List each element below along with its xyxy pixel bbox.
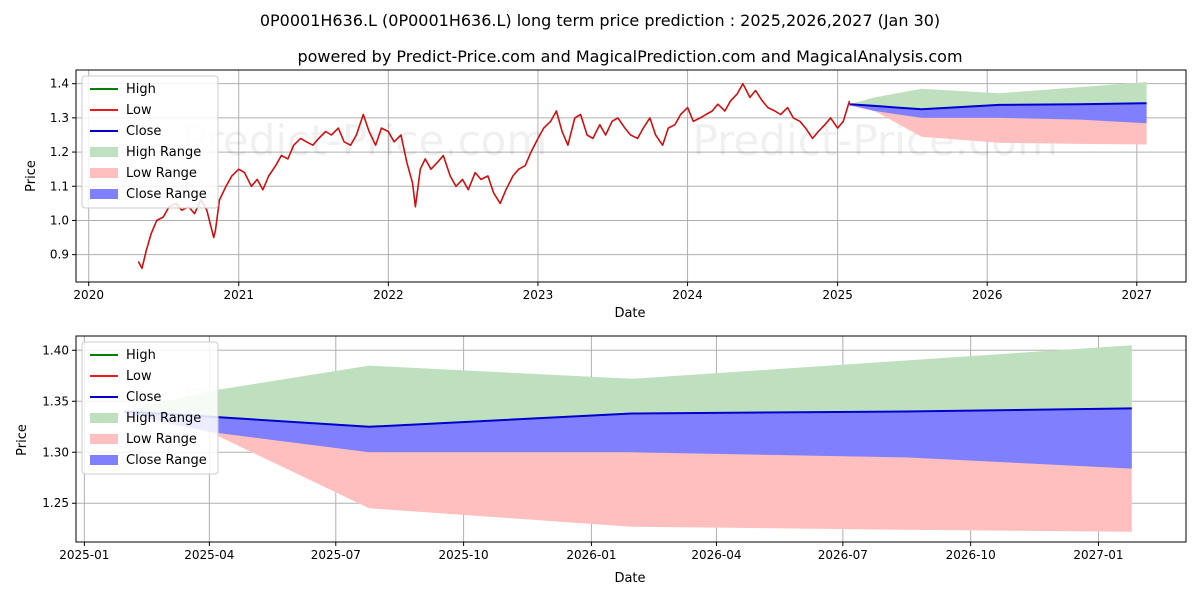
close-range-area <box>849 103 1147 124</box>
legend-high-label: High <box>126 82 156 97</box>
y-tick-label: 1.4 <box>50 77 69 91</box>
y-tick-label: 1.2 <box>50 145 69 159</box>
legend-close-range-label: Close Range <box>126 187 207 202</box>
forecast-plot-frame <box>75 335 1187 543</box>
x-tick-label: 2026-01 <box>566 548 616 562</box>
legend-high-range-label: High Range <box>126 145 201 160</box>
x-tick-label: 2025-04 <box>184 548 234 562</box>
x-tick-label: 2021 <box>223 288 254 302</box>
legend-low-label: Low <box>126 369 152 384</box>
chart-title: 0P0001H636.L (0P0001H636.L) long term pr… <box>260 11 940 30</box>
legend-close-label: Close <box>126 390 161 405</box>
y-tick-label: 1.40 <box>42 343 69 357</box>
legend-high-range-label: High Range <box>126 411 201 426</box>
high-range-area <box>124 345 1132 427</box>
history-plot-frame <box>75 69 1187 283</box>
legend-low-label: Low <box>126 103 152 118</box>
history-panel: Predict-Price.com Predict-Price.com 2020 2… <box>24 69 1187 321</box>
y-tick-label: 1.25 <box>42 496 69 510</box>
history-x-axis-label: Date <box>614 306 645 321</box>
x-tick-label: 2025-10 <box>439 548 489 562</box>
high-range-area <box>849 82 1147 110</box>
legend-low-range-swatch <box>90 168 118 178</box>
x-tick-label: 2023 <box>523 288 554 302</box>
y-tick-label: 1.30 <box>42 445 69 459</box>
x-tick-label: 2025 <box>822 288 853 302</box>
x-tick-label: 2026-07 <box>818 548 868 562</box>
y-tick-label: 1.35 <box>42 394 69 408</box>
y-tick-label: 0.9 <box>50 248 69 262</box>
legend-high-range-swatch <box>90 147 118 157</box>
x-tick-label: 2025-07 <box>311 548 361 562</box>
forecast-areas <box>124 345 1132 532</box>
forecast-x-axis: 2025-01 2025-04 2025-07 2025-10 2026-01 2026-… <box>59 542 1124 562</box>
forecast-legend: High Low Close High Range Low Range Close Ran… <box>81 341 219 475</box>
history-x-axis: 2020 2021 2022 2023 2024 2025 2026 2027 <box>73 282 1152 302</box>
x-tick-label: 2022 <box>373 288 404 302</box>
x-tick-label: 2027-01 <box>1073 548 1123 562</box>
history-lines <box>137 82 1147 270</box>
y-tick-label: 1.1 <box>50 179 69 193</box>
low-price-line <box>137 82 851 270</box>
history-grid <box>76 70 1186 282</box>
y-tick-label: 1.3 <box>50 111 69 125</box>
chart-subtitle: powered by Predict-Price.com and Magical… <box>297 47 962 66</box>
x-tick-label: 2020 <box>73 288 104 302</box>
close-range-area <box>124 408 1132 469</box>
watermark-text: Predict-Price.com <box>182 116 547 165</box>
forecast-y-axis-label: Price <box>15 424 30 456</box>
history-y-axis-label: Price <box>24 160 39 192</box>
legend-low-range-label: Low Range <box>126 166 197 181</box>
y-tick-label: 1.0 <box>50 213 69 227</box>
x-tick-label: 2025-01 <box>59 548 109 562</box>
close-forecast-line <box>849 102 1147 111</box>
legend-low-range-label: Low Range <box>126 432 197 447</box>
x-tick-label: 2026-10 <box>946 548 996 562</box>
history-y-axis: 0.9 1.0 1.1 1.2 1.3 1.4 <box>50 77 76 262</box>
legend-high-label: High <box>126 348 156 363</box>
legend-high-range-swatch <box>90 413 118 423</box>
x-tick-label: 2027 <box>1122 288 1153 302</box>
legend-close-range-swatch <box>90 189 118 199</box>
x-tick-label: 2026 <box>972 288 1003 302</box>
forecast-x-axis-label: Date <box>614 571 645 586</box>
forecast-y-axis: 1.25 1.30 1.35 1.40 <box>42 343 76 510</box>
x-tick-label: 2024 <box>672 288 703 302</box>
legend-close-label: Close <box>126 124 161 139</box>
history-legend: High Low Close High Range Low Range Close Ran… <box>81 75 219 209</box>
x-tick-label: 2026-04 <box>691 548 741 562</box>
history-watermark: Predict-Price.com Predict-Price.com <box>182 116 1058 165</box>
history-forecast-areas <box>849 82 1147 145</box>
legend-low-range-swatch <box>90 434 118 444</box>
legend-close-range-label: Close Range <box>126 453 207 468</box>
legend-close-range-swatch <box>90 455 118 465</box>
